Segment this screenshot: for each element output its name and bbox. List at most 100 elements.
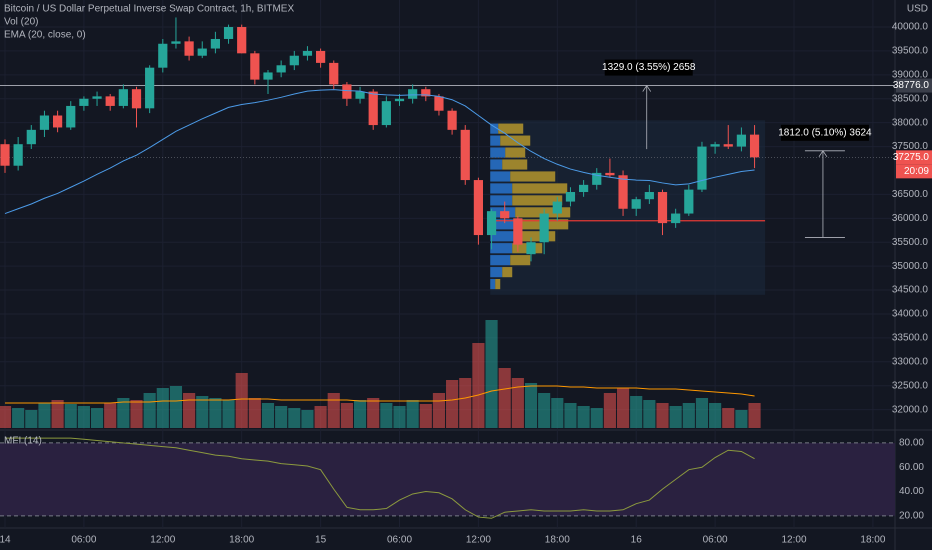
volume-bar [117,398,130,428]
candle-body [263,72,273,80]
profile-down [515,231,556,242]
y-tick-label: 32500.0 [892,380,929,391]
volume-ma [4,385,755,404]
candle-body [526,242,536,255]
y-tick-label: 35500.0 [892,237,929,248]
volume-bar [77,406,90,428]
profile-up [490,123,499,134]
candle-body [355,91,365,99]
volume-bar [564,403,577,428]
candle-body [105,96,115,106]
measure-label: 1812.0 (5.10%) 3624 [778,127,872,138]
profile-up [490,231,516,242]
volume-bar [511,378,524,428]
volume-bar [261,403,275,428]
volume-bar [459,378,472,428]
x-tick-label: 12:00 [150,535,175,546]
candle-body [447,110,457,130]
y-tick-label: 40.00 [899,486,924,497]
candle-body [592,172,602,185]
profile-down [502,159,528,170]
profile-up [490,267,503,278]
candle-body [697,146,707,190]
profile-down [512,195,563,206]
mfi-band [0,442,895,516]
volume-bar [393,406,406,428]
countdown-box [896,164,932,179]
volume-bar [104,403,117,428]
candle-body [145,67,155,109]
x-tick-label: 06:00 [387,535,412,546]
candle-body [223,27,234,39]
volume-bar [669,406,682,428]
profile-down [510,255,531,266]
volume-bar [301,410,314,428]
volume-bar [209,398,222,428]
ema-line [4,89,755,215]
candle-body [26,129,36,145]
indicator-label: EMA (20, close, 0) [4,30,86,41]
candle-body [158,43,168,68]
labels: Bitcoin / US Dollar Perpetual Inverse Sw… [0,4,932,546]
candle-body [289,55,299,66]
candle-body [671,213,681,224]
candle-body [657,192,668,224]
profile-up [490,279,496,290]
candle-body [52,115,63,128]
profile-down [505,147,526,158]
profile-down [495,279,501,290]
x-tick-label: 16 [631,535,643,546]
measure-label: 1329.0 (3.55%) 2658 [602,62,696,73]
candle-body [171,41,181,44]
volume-bar [722,408,735,428]
profile-up [490,243,513,254]
candle-body [736,134,747,147]
volume-bar [327,393,340,428]
measure-arrow [642,84,652,92]
volume-bar [196,396,209,428]
y-tick-label: 34500.0 [892,285,929,296]
candle-body [39,115,50,130]
volume-bar [603,393,616,428]
candle-body [79,98,89,106]
volume-bar [380,403,393,428]
candle-body [539,213,549,243]
profile-up [490,159,503,170]
y-tick-label: 36000.0 [892,213,929,224]
y-tick-label: 37500.0 [892,141,929,152]
profile-down [498,123,524,134]
volume-bar [288,408,301,428]
profile-up [490,195,513,206]
volume-bar [406,400,419,428]
candle-body [381,101,391,126]
candle-body [0,144,10,166]
candle-body [394,98,405,102]
chart-title: Bitcoin / US Dollar Perpetual Inverse Sw… [4,4,294,15]
volume-bar [64,404,77,428]
measure-box [780,124,869,141]
candle-body [631,199,641,209]
profile-down [512,183,568,194]
volume-bar [314,406,327,428]
volume-bar [590,408,603,428]
candle-body [723,144,733,147]
y-tick-label: 39000.0 [892,69,929,80]
volume-bar [643,400,656,428]
candle-body [92,96,102,99]
volume-bar [353,400,367,428]
profile-down [515,207,571,218]
volume-bar [143,393,156,428]
volume-bar [735,410,748,428]
y-tick-label: 60.00 [899,462,924,473]
profile-up [490,171,511,182]
x-tick-label: 06:00 [703,535,728,546]
x-tick-label: 15 [315,535,327,546]
volume-bar [235,373,248,428]
mfi-line [4,437,755,519]
candle-body [618,175,628,209]
volume-bar [222,400,235,428]
volume-bar [472,343,485,428]
price-marker-box [896,78,932,93]
candle-body [342,84,352,99]
